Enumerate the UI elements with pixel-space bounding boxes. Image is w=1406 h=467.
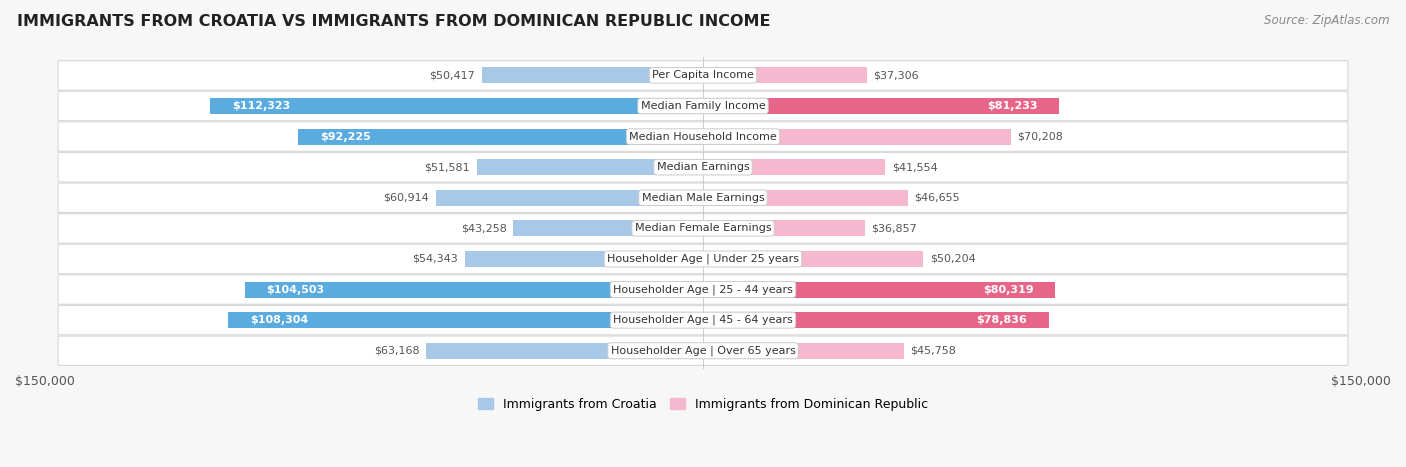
Text: Median Earnings: Median Earnings — [657, 162, 749, 172]
FancyBboxPatch shape — [58, 214, 1348, 243]
Text: $104,503: $104,503 — [267, 284, 325, 295]
FancyBboxPatch shape — [58, 153, 1348, 182]
Text: Householder Age | Under 25 years: Householder Age | Under 25 years — [607, 254, 799, 264]
Text: $37,306: $37,306 — [873, 71, 920, 80]
Bar — [703, 98, 1059, 114]
FancyBboxPatch shape — [58, 183, 1348, 212]
Bar — [298, 128, 703, 144]
Text: $51,581: $51,581 — [425, 162, 470, 172]
Bar — [228, 312, 703, 328]
Text: $70,208: $70,208 — [1018, 132, 1063, 142]
Text: Householder Age | Over 65 years: Householder Age | Over 65 years — [610, 346, 796, 356]
Text: $54,343: $54,343 — [412, 254, 458, 264]
Text: $78,836: $78,836 — [976, 315, 1026, 325]
Bar — [703, 159, 886, 175]
Text: $36,857: $36,857 — [872, 223, 917, 234]
Text: $112,323: $112,323 — [232, 101, 291, 111]
Bar — [245, 282, 703, 297]
Bar — [703, 220, 865, 236]
Bar — [703, 190, 908, 206]
Text: $60,914: $60,914 — [384, 193, 429, 203]
Text: $81,233: $81,233 — [987, 101, 1038, 111]
Bar — [477, 159, 703, 175]
Bar — [426, 343, 703, 359]
Legend: Immigrants from Croatia, Immigrants from Dominican Republic: Immigrants from Croatia, Immigrants from… — [474, 393, 932, 416]
Text: IMMIGRANTS FROM CROATIA VS IMMIGRANTS FROM DOMINICAN REPUBLIC INCOME: IMMIGRANTS FROM CROATIA VS IMMIGRANTS FR… — [17, 14, 770, 29]
Text: $46,655: $46,655 — [914, 193, 960, 203]
Bar — [703, 128, 1011, 144]
Text: $63,168: $63,168 — [374, 346, 419, 356]
Text: Householder Age | 45 - 64 years: Householder Age | 45 - 64 years — [613, 315, 793, 325]
Text: $92,225: $92,225 — [321, 132, 371, 142]
Bar — [703, 251, 924, 267]
Text: $41,554: $41,554 — [891, 162, 938, 172]
Text: Householder Age | 25 - 44 years: Householder Age | 25 - 44 years — [613, 284, 793, 295]
FancyBboxPatch shape — [58, 305, 1348, 335]
Text: Per Capita Income: Per Capita Income — [652, 71, 754, 80]
FancyBboxPatch shape — [58, 336, 1348, 366]
FancyBboxPatch shape — [58, 244, 1348, 274]
Text: Source: ZipAtlas.com: Source: ZipAtlas.com — [1264, 14, 1389, 27]
Text: Median Family Income: Median Family Income — [641, 101, 765, 111]
Text: $50,417: $50,417 — [429, 71, 475, 80]
Bar — [703, 282, 1056, 297]
Text: $43,258: $43,258 — [461, 223, 506, 234]
Text: Median Female Earnings: Median Female Earnings — [634, 223, 772, 234]
FancyBboxPatch shape — [58, 91, 1348, 120]
Bar — [513, 220, 703, 236]
Bar — [211, 98, 703, 114]
Text: Median Male Earnings: Median Male Earnings — [641, 193, 765, 203]
Bar — [703, 312, 1049, 328]
Text: $108,304: $108,304 — [250, 315, 308, 325]
Bar — [482, 67, 703, 83]
Bar — [703, 67, 866, 83]
Text: $45,758: $45,758 — [910, 346, 956, 356]
FancyBboxPatch shape — [58, 122, 1348, 151]
Bar — [703, 343, 904, 359]
Text: $80,319: $80,319 — [983, 284, 1033, 295]
FancyBboxPatch shape — [58, 275, 1348, 304]
Text: Median Household Income: Median Household Income — [628, 132, 778, 142]
Text: $50,204: $50,204 — [929, 254, 976, 264]
Bar — [436, 190, 703, 206]
Bar — [464, 251, 703, 267]
FancyBboxPatch shape — [58, 61, 1348, 90]
